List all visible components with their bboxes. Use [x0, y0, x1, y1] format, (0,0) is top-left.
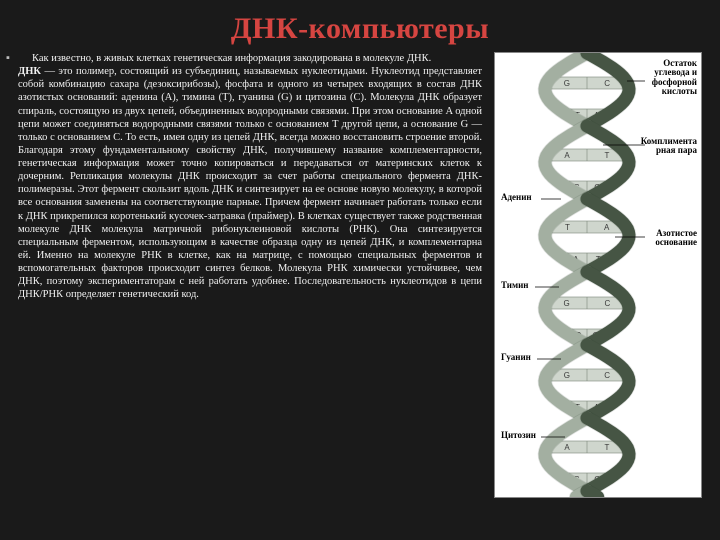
svg-text:C: C: [604, 371, 610, 380]
slide-title: ДНК-компьютеры: [18, 12, 702, 46]
svg-text:T: T: [565, 223, 570, 232]
bullet-mark: ▪: [6, 52, 10, 64]
image-column: GCTAATCGTAATGCCGGCTAATCG Остаток углевод…: [494, 52, 702, 498]
dna-diagram: GCTAATCGTAATGCCGGCTAATCG Остаток углевод…: [494, 52, 702, 498]
svg-text:T: T: [604, 443, 609, 452]
svg-text:C: C: [605, 299, 611, 308]
body-paragraph: ДНК — это полимер, состоящий из субъедин…: [18, 66, 482, 300]
svg-text:G: G: [564, 371, 570, 380]
svg-text:A: A: [564, 443, 570, 452]
svg-text:G: G: [564, 79, 570, 88]
label-guanine: Гуанин: [501, 353, 531, 362]
label-cytosine: Цитозин: [501, 431, 536, 440]
svg-text:A: A: [564, 151, 570, 160]
slide: ▪ ДНК-компьютеры Как известно, в живых к…: [0, 0, 720, 540]
label-backbone: Остаток углевода и фосфорной кислоты: [652, 59, 697, 97]
label-thymine: Тимин: [501, 281, 528, 290]
dnk-bold: ДНК: [18, 66, 41, 77]
svg-text:T: T: [604, 151, 609, 160]
label-base: Азотистое основание: [655, 229, 697, 248]
slide-body: Как известно, в живых клетках генетическ…: [18, 52, 702, 498]
svg-text:C: C: [604, 79, 610, 88]
svg-text:A: A: [604, 223, 610, 232]
text-column: Как известно, в живых клетках генетическ…: [18, 52, 486, 498]
paragraph-rest: — это полимер, состоящий из субъединиц, …: [18, 66, 482, 300]
label-adenine: Аденин: [501, 193, 532, 202]
svg-text:G: G: [563, 299, 569, 308]
lead-sentence: Как известно, в живых клетках генетическ…: [18, 52, 482, 65]
label-pair: Комплимента рная пара: [641, 137, 697, 156]
